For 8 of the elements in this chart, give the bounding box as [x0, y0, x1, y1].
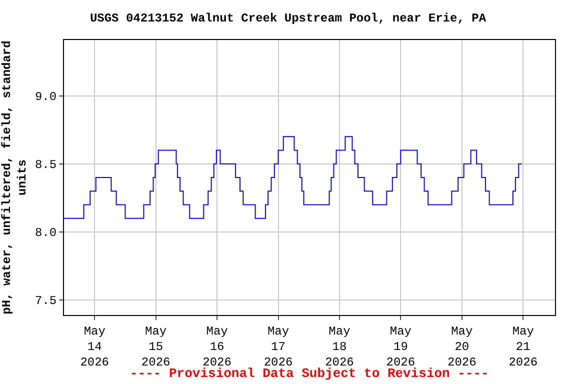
- y-tick-label: 8.0: [34, 226, 57, 240]
- y-tick-label: 7.5: [34, 294, 57, 308]
- chart-title: USGS 04213152 Walnut Creek Upstream Pool, near Erie, PA: [90, 11, 487, 26]
- y-tick-label: 9.0: [34, 90, 57, 104]
- x-tick-label: May 21 2026: [508, 324, 538, 370]
- y-tick-label: 8.5: [34, 158, 57, 172]
- x-tick-label: May 14 2026: [80, 324, 110, 370]
- y-axis-title: pH, water, unfiltered, field, standard units: [0, 40, 30, 314]
